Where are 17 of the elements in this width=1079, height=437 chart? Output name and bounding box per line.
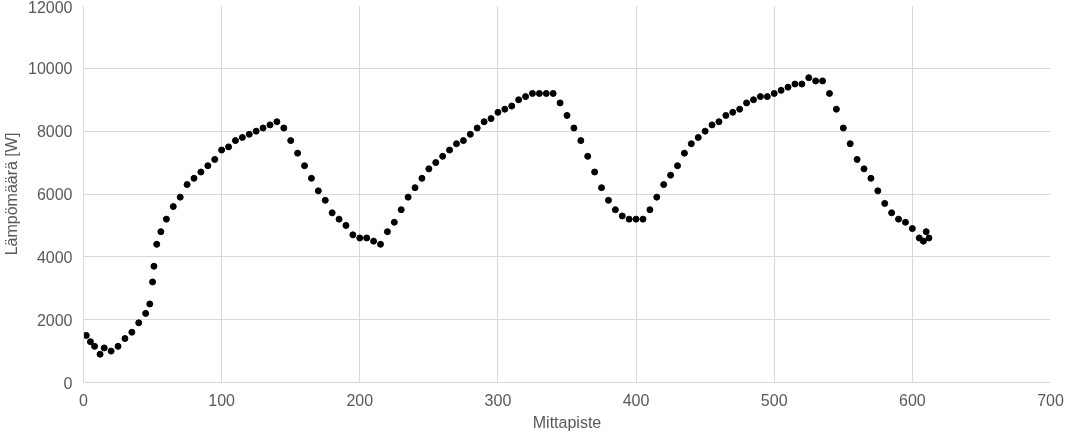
y-tick-label: 10000 bbox=[28, 60, 73, 78]
x-tick-label: 300 bbox=[484, 391, 512, 409]
x-tick-label: 700 bbox=[1037, 391, 1064, 409]
y-tick-label: 0 bbox=[63, 374, 73, 392]
x-tick-label: 0 bbox=[79, 391, 89, 409]
x-tick-label: 500 bbox=[760, 391, 788, 409]
x-tick-label: 100 bbox=[208, 391, 236, 409]
y-tick-label: 12000 bbox=[28, 0, 73, 16]
y-tick-label: 2000 bbox=[36, 311, 73, 329]
y-tick-label: 8000 bbox=[36, 123, 73, 141]
x-tick-label: 400 bbox=[622, 391, 650, 409]
x-tick-label: 600 bbox=[899, 391, 926, 409]
y-tick-label: 4000 bbox=[36, 248, 73, 266]
y-tick-label: 6000 bbox=[36, 186, 73, 203]
y-axis-title: Lämpömäärä [W] bbox=[3, 132, 21, 256]
x-axis-title: Mittapiste bbox=[532, 413, 602, 431]
x-tick-label: 200 bbox=[346, 391, 374, 409]
